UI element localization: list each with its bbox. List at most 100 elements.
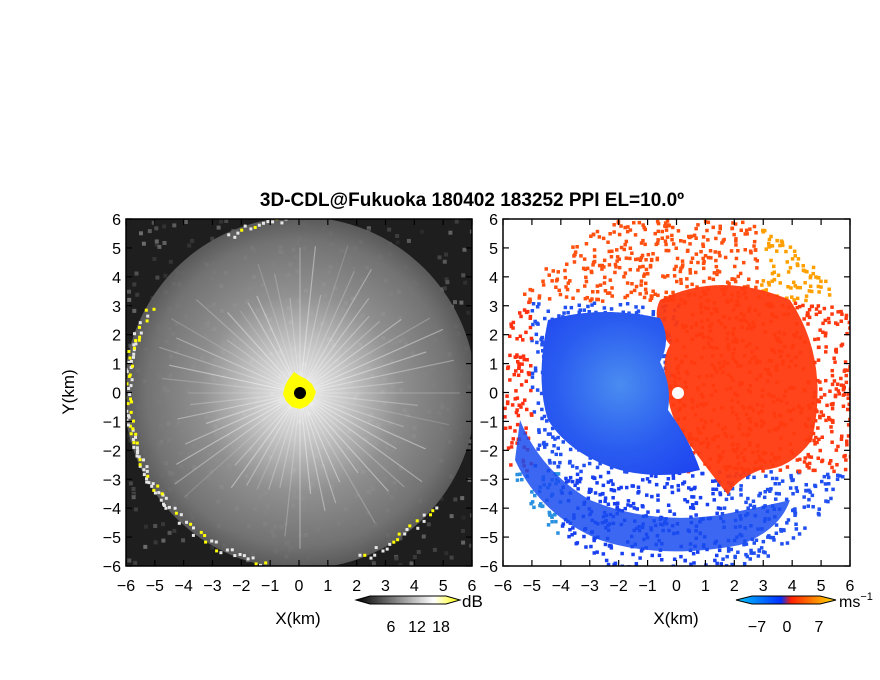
velocity-pixel: [671, 225, 675, 230]
y-tick-label: 6: [489, 212, 498, 229]
velocity-pixel: [616, 501, 620, 505]
velocity-pixel: [808, 490, 812, 494]
noise-pixel: [161, 522, 165, 527]
y-tick-label: −2: [480, 443, 498, 460]
velocity-pixel: [825, 403, 829, 408]
velocity-approaching-outer: [515, 420, 790, 552]
velocity-pixel: [782, 528, 786, 533]
velocity-pixel: [730, 226, 735, 230]
x-tick-label: −2: [232, 578, 250, 595]
x-tick-label: −1: [261, 578, 279, 595]
velocity-pixel: [792, 508, 796, 512]
velocity-pixel: [712, 271, 717, 275]
velocity-pixel: [521, 354, 526, 358]
velocity-pixel: [835, 322, 840, 326]
velocity-pixel: [623, 242, 627, 247]
velocity-pixel: [612, 502, 617, 506]
velocity-pixel: [663, 485, 667, 489]
velocity-pixel: [757, 549, 761, 553]
velocity-pixel: [577, 479, 582, 484]
velocity-pixel: [655, 256, 660, 261]
velocity-pixel: [618, 303, 623, 307]
velocity-pixel: [754, 538, 759, 542]
y-tick-label: 2: [489, 328, 498, 345]
velocity-pixel: [791, 536, 796, 540]
velocity-pixel: [747, 277, 751, 281]
ray: [299, 392, 397, 450]
velocity-pixel: [730, 562, 734, 566]
velocity-pixel: [734, 239, 738, 243]
noise-pixel: [398, 563, 403, 566]
velocity-pixel: [537, 428, 541, 432]
velocity-pixel: [543, 428, 547, 432]
velocity-pixel: [806, 452, 810, 457]
velocity-pixel: [609, 465, 614, 470]
edge-echo-pixel: [127, 387, 131, 390]
velocity-pixel: [714, 236, 718, 241]
velocity-pixel: [508, 353, 512, 358]
noise-pixel: [462, 247, 467, 252]
velocity-pixel: [567, 479, 571, 483]
velocity-pixel: [520, 477, 524, 482]
velocity-pixel: [844, 373, 848, 378]
velocity-pixel: [666, 248, 671, 253]
velocity-pixel: [685, 499, 690, 504]
ray: [299, 392, 450, 426]
velocity-pixel: [843, 392, 847, 396]
velocity-pixel: [644, 258, 648, 262]
velocity-pixel: [845, 331, 849, 336]
noise-pixel: [128, 343, 133, 348]
ray: [168, 364, 301, 394]
velocity-pixel: [746, 475, 750, 480]
velocity-pixel: [836, 444, 840, 449]
velocity-pixel: [640, 253, 645, 258]
noise-pixel: [449, 555, 454, 560]
velocity-pixel: [524, 379, 528, 383]
noise-pixel: [387, 227, 392, 232]
velocity-pixel: [832, 356, 836, 360]
velocity-pixel: [649, 473, 654, 478]
velocity-pixel: [547, 273, 551, 277]
velocity-pixel: [585, 295, 590, 300]
edge-echo-pixel: [128, 424, 132, 428]
velocity-pixel: [632, 506, 637, 510]
velocity-pixel: [582, 257, 587, 261]
velocity-pixel: [617, 257, 621, 261]
velocity-pixel: [566, 281, 570, 285]
velocity-pixel: [528, 325, 533, 330]
velocity-pixel: [676, 483, 680, 488]
velocity-pixel: [830, 440, 834, 444]
velocity-pixel: [631, 501, 636, 506]
velocity-pixel: [734, 243, 738, 247]
velocity-pixel: [509, 322, 513, 326]
velocity-pixel: [508, 425, 512, 430]
velocity-pixel: [766, 554, 770, 558]
velocity-pixel: [796, 263, 800, 268]
velocity-pixel: [776, 273, 781, 277]
velocity-pixel: [568, 447, 573, 452]
velocity-pixel: [597, 235, 602, 239]
velocity-pixel: [630, 282, 634, 286]
edge-echo-pixel: [156, 484, 160, 488]
velocity-pixel: [779, 529, 783, 533]
noise-pixel: [133, 560, 138, 565]
noise-pixel: [398, 536, 403, 541]
velocity-pixel: [602, 306, 607, 310]
velocity-pixel: [556, 270, 560, 274]
velocity-pixel: [514, 389, 518, 393]
velocity-pixel: [822, 393, 827, 397]
velocity-pixel: [675, 279, 679, 284]
velocity-pixel: [746, 284, 750, 289]
x-tick-label: 2: [352, 578, 361, 595]
edge-echo-pixel: [214, 540, 218, 544]
y-tick-label: 3: [112, 299, 121, 316]
velocity-pixel: [789, 473, 793, 478]
velocity-pixel: [838, 474, 842, 478]
velocity-pixel: [756, 554, 761, 558]
velocity-pixel: [592, 259, 597, 264]
velocity-pixel: [650, 553, 654, 558]
velocity-pixel: [802, 460, 807, 464]
velocity-pixel: [603, 289, 608, 293]
velocity-pixel: [733, 554, 737, 559]
velocity-pixel: [508, 334, 512, 338]
